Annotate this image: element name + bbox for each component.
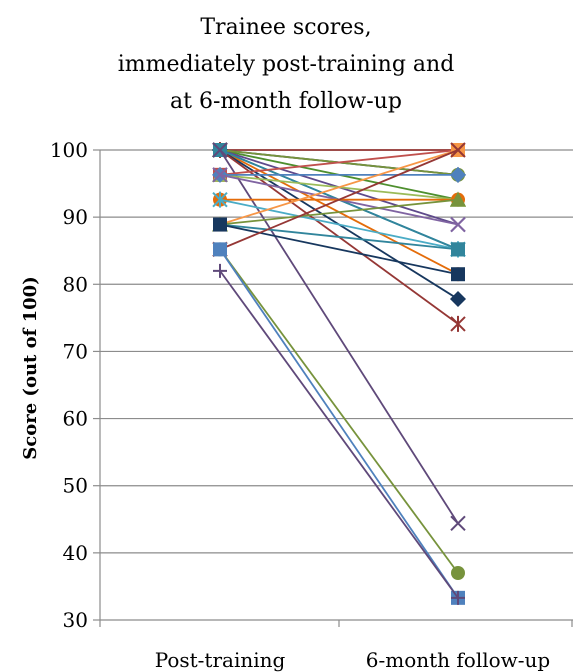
series-11-line xyxy=(219,149,459,176)
y-tick-label-70: 70 xyxy=(63,339,88,363)
series-10-point-0 xyxy=(212,142,228,158)
series-16 xyxy=(212,191,466,258)
chart-title: Trainee scores, immediately post-trainin… xyxy=(118,15,455,114)
y-tick-labels: 30 40 50 60 70 80 90 100 xyxy=(50,138,88,632)
series-21-point-1 xyxy=(450,142,466,158)
series-22-line xyxy=(219,248,459,574)
series-24 xyxy=(213,263,465,605)
series-22-point-1 xyxy=(451,566,465,580)
series-19-point-1 xyxy=(450,191,466,207)
series-16-line xyxy=(219,198,459,251)
y-tick-label-50: 50 xyxy=(63,474,88,498)
series-19-line xyxy=(219,198,459,226)
series-13-point-1 xyxy=(450,166,466,183)
y-tick-label-100: 100 xyxy=(50,138,88,162)
series-24-line xyxy=(219,270,459,599)
series-20-point-1 xyxy=(451,267,465,282)
series-23 xyxy=(213,242,465,605)
series-7-point-1 xyxy=(450,315,466,332)
y-tick-label-90: 90 xyxy=(63,205,88,229)
series-10-point-1 xyxy=(450,515,466,532)
series-lines xyxy=(212,142,466,605)
x-tick-label-0: Post-training xyxy=(155,648,286,672)
series-14-point-0 xyxy=(212,167,228,183)
y-tick-label-30: 30 xyxy=(63,608,88,632)
chart-title-line-2: immediately post-training and xyxy=(118,52,455,77)
series-17-line xyxy=(219,149,459,226)
series-6-point-1 xyxy=(450,291,466,308)
y-axis-label: Score (out of 100) xyxy=(20,276,41,459)
series-23-point-0 xyxy=(213,242,227,257)
chart-title-line-1: Trainee scores, xyxy=(200,15,371,40)
series-0 xyxy=(213,143,465,157)
y-tick-label-60: 60 xyxy=(63,407,88,431)
x-tick-label-1: 6-month follow-up xyxy=(366,648,550,672)
series-24-point-0 xyxy=(213,263,227,278)
series-20-point-0 xyxy=(213,217,227,232)
series-24-point-1 xyxy=(451,590,465,605)
axes xyxy=(99,150,573,627)
series-16-point-0 xyxy=(212,191,228,208)
x-tick-labels: Post-training 6-month follow-up xyxy=(155,648,551,672)
y-tick-label-80: 80 xyxy=(63,272,88,296)
series-23-line xyxy=(219,248,459,599)
chart-title-line-3: at 6-month follow-up xyxy=(170,89,402,114)
series-14-point-1 xyxy=(450,216,466,233)
series-18-point-1 xyxy=(451,242,465,257)
series-10-line xyxy=(219,149,459,524)
series-20-line xyxy=(219,223,459,276)
series-21-line xyxy=(219,149,459,251)
y-tick-label-40: 40 xyxy=(63,541,88,565)
series-18-line xyxy=(219,223,459,251)
series-10 xyxy=(212,142,466,532)
